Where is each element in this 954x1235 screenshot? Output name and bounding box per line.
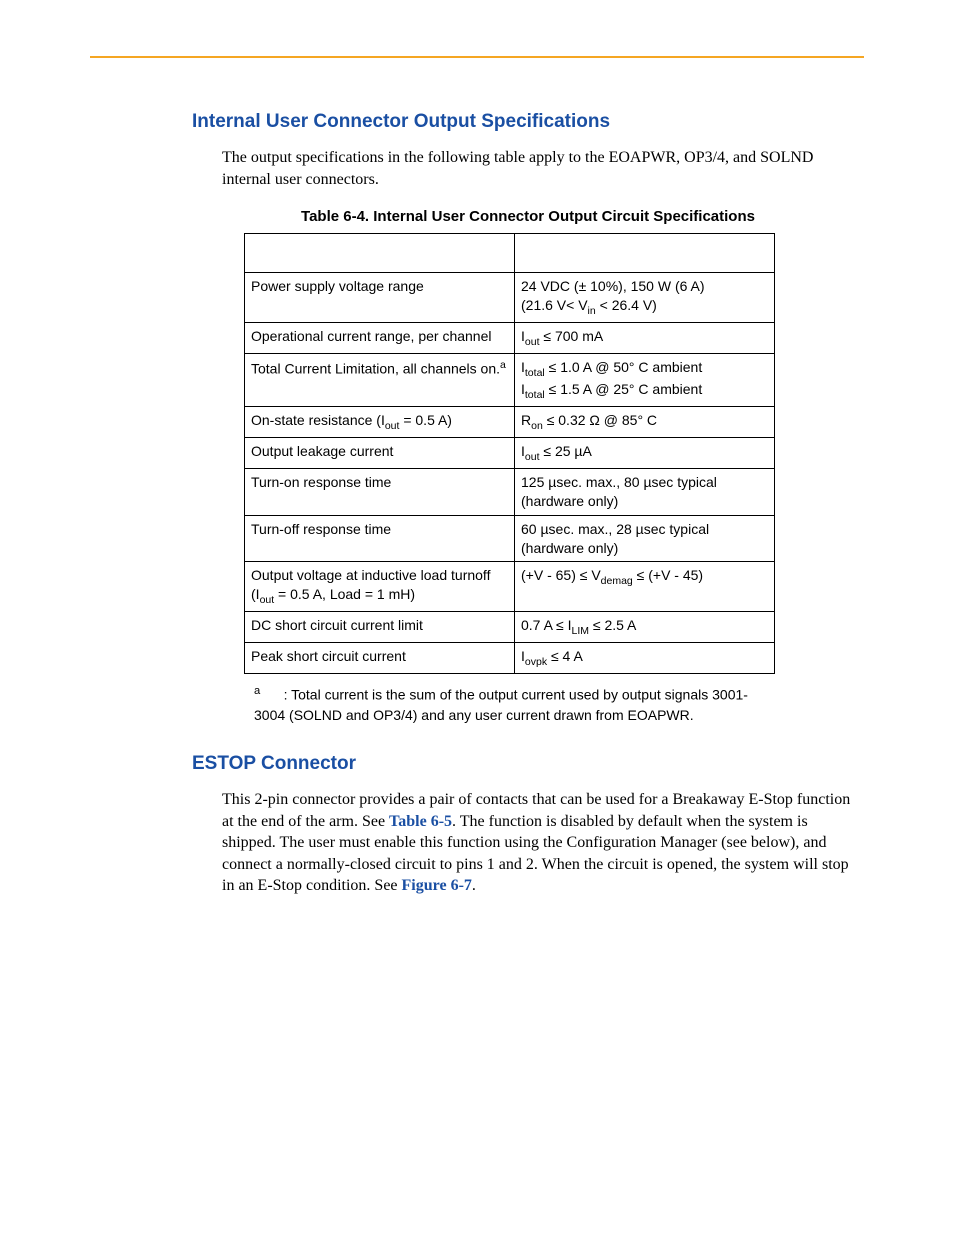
table-row: Peak short circuit currentIovpk ≤ 4 A [245, 643, 775, 674]
value-cell: Itotal ≤ 1.0 A @ 50° C ambientItotal ≤ 1… [515, 354, 775, 407]
table-row: Operational current range, per channelIo… [245, 323, 775, 354]
param-cell: DC short circuit current limit [245, 612, 515, 643]
param-cell: Turn-on response time [245, 468, 515, 515]
link-figure-6-7[interactable]: Figure 6-7 [402, 877, 472, 894]
section-heading-estop: ESTOP Connector [192, 753, 864, 775]
value-cell: 24 VDC (± 10%), 150 W (6 A)(21.6 V< Vin … [515, 273, 775, 323]
table-footnote: a : Total current is the sum of the outp… [254, 684, 774, 725]
link-table-6-5[interactable]: Table 6-5 [389, 813, 452, 830]
param-cell: Total Current Limitation, all channels o… [245, 354, 515, 407]
table-row: Total Current Limitation, all channels o… [245, 354, 775, 407]
table-header-row [245, 234, 775, 273]
value-cell: (+V - 65) ≤ Vdemag ≤ (+V - 45) [515, 562, 775, 612]
table-caption: Table 6-4. Internal User Connector Outpu… [192, 208, 864, 225]
estop-text-post: . [472, 877, 476, 894]
value-cell: 125 µsec. max., 80 µsec typical(hardware… [515, 468, 775, 515]
table-header-cell [515, 234, 775, 273]
value-cell: 60 µsec. max., 28 µsec typical(hardware … [515, 515, 775, 562]
intro-paragraph: The output specifications in the followi… [222, 147, 864, 190]
table-row: Turn-on response time125 µsec. max., 80 … [245, 468, 775, 515]
param-cell: Operational current range, per channel [245, 323, 515, 354]
spec-table-body: Power supply voltage range24 VDC (± 10%)… [245, 234, 775, 674]
table-row: DC short circuit current limit0.7 A ≤ IL… [245, 612, 775, 643]
value-cell: Ron ≤ 0.32 Ω @ 85° C [515, 406, 775, 437]
section-heading-output-specs: Internal User Connector Output Specifica… [192, 111, 864, 133]
param-cell: Turn-off response time [245, 515, 515, 562]
table-row: Power supply voltage range24 VDC (± 10%)… [245, 273, 775, 323]
value-cell: Iout ≤ 700 mA [515, 323, 775, 354]
table-row: Turn-off response time60 µsec. max., 28 … [245, 515, 775, 562]
value-cell: Iovpk ≤ 4 A [515, 643, 775, 674]
estop-paragraph: This 2-pin connector provides a pair of … [222, 789, 864, 897]
table-row: Output leakage currentIout ≤ 25 µA [245, 437, 775, 468]
param-cell: Output leakage current [245, 437, 515, 468]
footnote-marker: a [254, 685, 260, 697]
table-row: Output voltage at inductive load turnoff… [245, 562, 775, 612]
page: Internal User Connector Output Specifica… [0, 0, 954, 1235]
value-cell: Iout ≤ 25 µA [515, 437, 775, 468]
param-cell: Power supply voltage range [245, 273, 515, 323]
header-rule [90, 56, 864, 58]
value-cell: 0.7 A ≤ ILIM ≤ 2.5 A [515, 612, 775, 643]
spec-table: Power supply voltage range24 VDC (± 10%)… [244, 233, 775, 674]
table-row: On-state resistance (Iout = 0.5 A)Ron ≤ … [245, 406, 775, 437]
param-cell: On-state resistance (Iout = 0.5 A) [245, 406, 515, 437]
footnote-text: : Total current is the sum of the output… [254, 687, 748, 723]
content-area: Internal User Connector Output Specifica… [0, 56, 954, 897]
spec-table-wrap: Power supply voltage range24 VDC (± 10%)… [244, 233, 864, 674]
param-cell: Output voltage at inductive load turnoff… [245, 562, 515, 612]
param-cell: Peak short circuit current [245, 643, 515, 674]
table-header-cell [245, 234, 515, 273]
